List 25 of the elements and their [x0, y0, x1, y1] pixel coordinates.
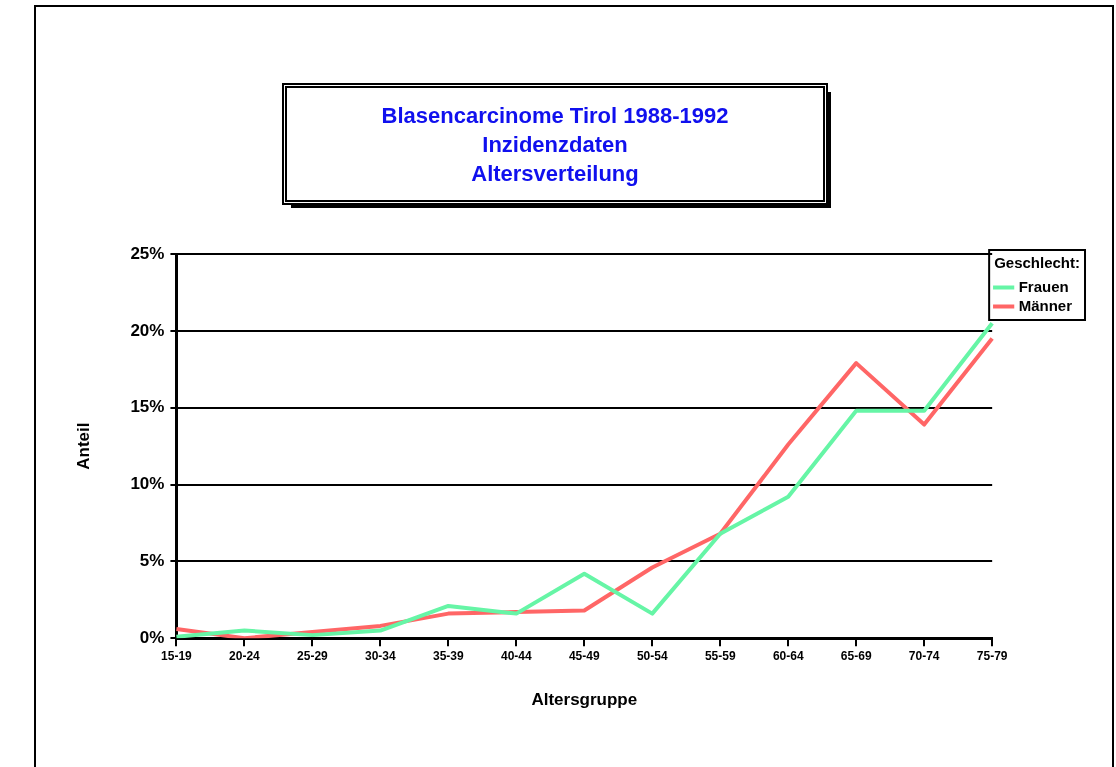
y-tick-label: 10%	[130, 474, 165, 494]
x-tick-label: 60-64	[772, 648, 804, 663]
chart-title: Blasencarcinome Tirol 1988-1992 Inzidenzdaten Altersverteilung	[381, 101, 729, 188]
x-tick-label: 25-29	[297, 648, 329, 663]
legend-label: Männer	[1018, 296, 1073, 314]
x-tick-label: 50-54	[636, 648, 668, 663]
y-axis-title: Anteil	[73, 422, 93, 470]
x-tick-label: 70-74	[908, 648, 940, 663]
x-tick-label: 40-44	[500, 648, 532, 663]
y-tick-label: 0%	[139, 627, 165, 647]
y-tick-label: 20%	[130, 320, 165, 340]
x-tick-label: 15-19	[161, 648, 193, 663]
y-tick-label: 25%	[130, 243, 165, 263]
y-tick-label: 5%	[139, 551, 165, 571]
x-axis-title: Altersgruppe	[531, 690, 638, 710]
x-tick-label: 65-69	[840, 648, 872, 663]
x-tick-label: 20-24	[229, 648, 261, 663]
legend-title: Geschlecht:	[994, 253, 1081, 271]
y-tick-label: 15%	[130, 397, 165, 417]
x-tick-label: 75-79	[976, 648, 1008, 663]
x-tick-label: 55-59	[704, 648, 736, 663]
x-tick-label: 35-39	[432, 648, 464, 663]
x-tick-label: 45-49	[568, 648, 600, 663]
legend-label: Frauen	[1018, 277, 1069, 295]
x-tick-label: 30-34	[365, 648, 397, 663]
